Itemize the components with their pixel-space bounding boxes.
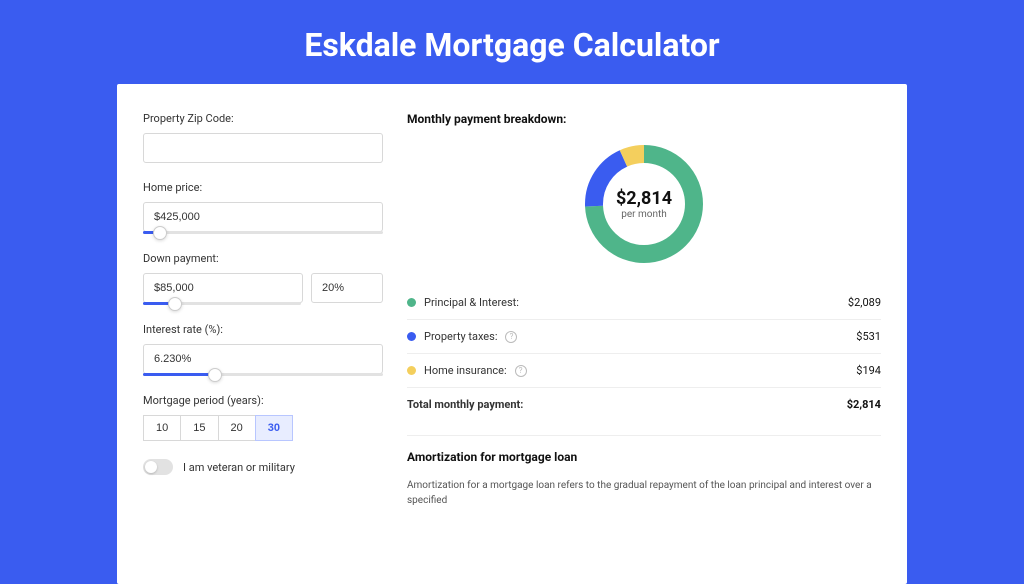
legend-dot xyxy=(407,332,416,341)
donut-chart-wrap: $2,814 per month xyxy=(407,140,881,268)
legend-row: Principal & Interest: $2,089 xyxy=(407,286,881,320)
legend-dot xyxy=(407,366,416,375)
home-price-input[interactable] xyxy=(143,202,383,232)
down-payment-slider[interactable] xyxy=(143,302,301,305)
amortization-text: Amortization for a mortgage loan refers … xyxy=(407,478,881,508)
home-price-slider-thumb[interactable] xyxy=(153,226,167,240)
interest-rate-slider[interactable] xyxy=(143,373,383,376)
interest-rate-label: Interest rate (%): xyxy=(143,323,383,336)
legend-total-row: Total monthly payment: $2,814 xyxy=(407,388,881,421)
veteran-row: I am veteran or military xyxy=(143,459,383,475)
legend-value: $194 xyxy=(856,364,881,377)
breakdown-heading: Monthly payment breakdown: xyxy=(407,112,881,126)
interest-rate-input[interactable] xyxy=(143,344,383,374)
donut-center-sub: per month xyxy=(621,209,667,220)
donut-chart: $2,814 per month xyxy=(580,140,708,268)
period-btn-30[interactable]: 30 xyxy=(255,415,293,441)
down-payment-amount-input[interactable] xyxy=(143,273,303,303)
mortgage-period-field: Mortgage period (years): 10152030 xyxy=(143,394,383,441)
mortgage-period-buttons: 10152030 xyxy=(143,415,383,441)
legend-label: Property taxes: xyxy=(424,330,497,343)
legend-dot xyxy=(407,298,416,307)
zip-label: Property Zip Code: xyxy=(143,112,383,125)
period-btn-10[interactable]: 10 xyxy=(143,415,181,441)
zip-field: Property Zip Code: xyxy=(143,112,383,163)
amortization-section: Amortization for mortgage loan Amortizat… xyxy=(407,435,881,508)
legend-label: Principal & Interest: xyxy=(424,296,519,309)
legend-value: $2,089 xyxy=(848,296,881,309)
legend-value: $531 xyxy=(856,330,881,343)
mortgage-period-label: Mortgage period (years): xyxy=(143,394,383,407)
breakdown-column: Monthly payment breakdown: $2,814 per mo… xyxy=(407,112,881,584)
home-price-label: Home price: xyxy=(143,181,383,194)
amortization-heading: Amortization for mortgage loan xyxy=(407,450,881,464)
down-payment-label: Down payment: xyxy=(143,252,383,265)
info-icon[interactable]: ? xyxy=(505,331,517,343)
home-price-field: Home price: xyxy=(143,181,383,234)
legend-row: Property taxes:? $531 xyxy=(407,320,881,354)
interest-rate-slider-thumb[interactable] xyxy=(208,368,222,382)
zip-input[interactable] xyxy=(143,133,383,163)
down-payment-slider-thumb[interactable] xyxy=(168,297,182,311)
interest-rate-field: Interest rate (%): xyxy=(143,323,383,376)
donut-center-amount: $2,814 xyxy=(616,188,672,209)
calculator-card: Property Zip Code: Home price: Down paym… xyxy=(117,84,907,584)
down-payment-field: Down payment: xyxy=(143,252,383,305)
legend-label: Home insurance: xyxy=(424,364,507,377)
down-payment-pct-input[interactable] xyxy=(311,273,383,303)
period-btn-15[interactable]: 15 xyxy=(180,415,218,441)
legend-total-value: $2,814 xyxy=(847,398,881,411)
form-column: Property Zip Code: Home price: Down paym… xyxy=(143,112,383,584)
legend: Principal & Interest: $2,089 Property taxe… xyxy=(407,286,881,421)
veteran-toggle[interactable] xyxy=(143,459,173,475)
home-price-slider[interactable] xyxy=(143,231,383,234)
legend-row: Home insurance:? $194 xyxy=(407,354,881,388)
info-icon[interactable]: ? xyxy=(515,365,527,377)
period-btn-20[interactable]: 20 xyxy=(218,415,256,441)
veteran-label: I am veteran or military xyxy=(183,461,295,474)
page-title: Eskdale Mortgage Calculator xyxy=(0,0,1024,84)
legend-total-label: Total monthly payment: xyxy=(407,398,523,411)
